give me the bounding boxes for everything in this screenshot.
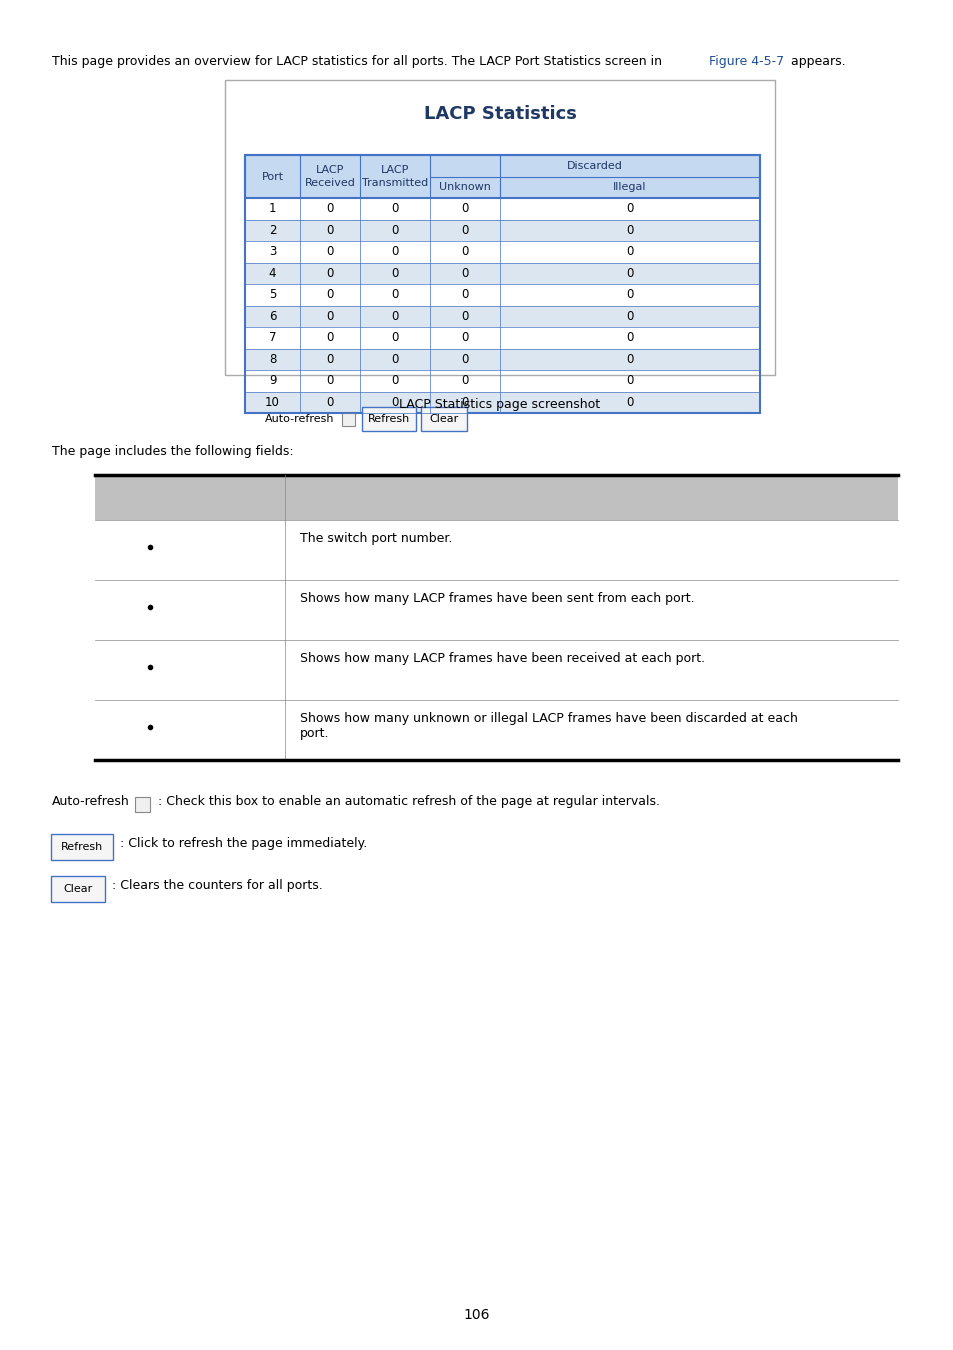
Text: 0: 0 [326, 331, 334, 344]
FancyBboxPatch shape [420, 406, 467, 431]
Text: 0: 0 [326, 352, 334, 366]
Text: 0: 0 [626, 246, 633, 258]
Text: 10: 10 [265, 396, 279, 409]
Text: 0: 0 [391, 202, 398, 215]
Text: 0: 0 [326, 246, 334, 258]
Text: 0: 0 [626, 202, 633, 215]
Text: Discarded: Discarded [566, 161, 622, 170]
Text: Clear: Clear [63, 884, 92, 894]
Text: Auto-refresh: Auto-refresh [265, 414, 335, 424]
Text: 0: 0 [626, 331, 633, 344]
Text: LACP Statistics page screenshot: LACP Statistics page screenshot [399, 398, 600, 410]
Text: Refresh: Refresh [368, 414, 410, 424]
Text: 0: 0 [461, 396, 468, 409]
FancyBboxPatch shape [51, 834, 112, 860]
Text: LACP
Transmitted: LACP Transmitted [361, 165, 428, 188]
Text: Unknown: Unknown [438, 182, 491, 192]
Text: 4: 4 [269, 267, 276, 279]
Text: Port: Port [261, 171, 283, 181]
Text: 0: 0 [326, 396, 334, 409]
Text: 0: 0 [461, 331, 468, 344]
Text: 0: 0 [626, 374, 633, 387]
FancyBboxPatch shape [245, 305, 760, 327]
Text: 0: 0 [391, 352, 398, 366]
Text: 0: 0 [461, 352, 468, 366]
Text: 0: 0 [326, 309, 334, 323]
Text: 0: 0 [461, 309, 468, 323]
Text: 0: 0 [391, 267, 398, 279]
FancyBboxPatch shape [51, 876, 105, 902]
Text: Figure 4-5-7: Figure 4-5-7 [708, 55, 782, 68]
Text: 0: 0 [326, 224, 334, 236]
Text: This page provides an overview for LACP statistics for all ports. The LACP Port : This page provides an overview for LACP … [52, 55, 665, 68]
Text: : Click to refresh the page immediately.: : Click to refresh the page immediately. [120, 837, 367, 850]
Text: Shows how many LACP frames have been sent from each port.: Shows how many LACP frames have been sen… [299, 593, 694, 605]
Text: 0: 0 [461, 374, 468, 387]
Text: Shows how many LACP frames have been received at each port.: Shows how many LACP frames have been rec… [299, 652, 704, 666]
Text: 0: 0 [391, 309, 398, 323]
Text: Shows how many unknown or illegal LACP frames have been discarded at each
port.: Shows how many unknown or illegal LACP f… [299, 711, 797, 740]
Text: 1: 1 [269, 202, 276, 215]
Text: 0: 0 [626, 224, 633, 236]
Text: 0: 0 [461, 246, 468, 258]
Text: 2: 2 [269, 224, 276, 236]
Text: Clear: Clear [429, 414, 458, 424]
FancyBboxPatch shape [245, 348, 760, 370]
Text: 0: 0 [626, 396, 633, 409]
Text: 0: 0 [626, 267, 633, 279]
Text: LACP Statistics: LACP Statistics [423, 105, 576, 123]
Text: Illegal: Illegal [613, 182, 646, 192]
Text: 0: 0 [326, 202, 334, 215]
Text: 0: 0 [391, 374, 398, 387]
FancyBboxPatch shape [135, 798, 150, 813]
Text: The switch port number.: The switch port number. [299, 532, 452, 545]
Text: : Clears the counters for all ports.: : Clears the counters for all ports. [112, 879, 322, 892]
FancyBboxPatch shape [225, 80, 774, 375]
Text: 9: 9 [269, 374, 276, 387]
FancyBboxPatch shape [245, 262, 760, 284]
Text: 5: 5 [269, 289, 276, 301]
Text: 0: 0 [626, 289, 633, 301]
Text: 3: 3 [269, 246, 276, 258]
Text: 0: 0 [391, 289, 398, 301]
FancyBboxPatch shape [341, 413, 355, 427]
FancyBboxPatch shape [245, 220, 760, 242]
Text: The page includes the following fields:: The page includes the following fields: [52, 446, 294, 458]
Text: 0: 0 [391, 224, 398, 236]
Text: : Check this box to enable an automatic refresh of the page at regular intervals: : Check this box to enable an automatic … [158, 795, 659, 809]
FancyBboxPatch shape [245, 155, 760, 198]
Text: 0: 0 [326, 267, 334, 279]
Text: 0: 0 [461, 289, 468, 301]
FancyBboxPatch shape [245, 392, 760, 413]
Text: Auto-refresh: Auto-refresh [52, 795, 130, 809]
Text: 0: 0 [626, 309, 633, 323]
Text: 7: 7 [269, 331, 276, 344]
FancyBboxPatch shape [95, 475, 897, 520]
Text: 0: 0 [326, 289, 334, 301]
Text: 0: 0 [626, 352, 633, 366]
Text: appears.: appears. [785, 55, 844, 68]
Text: 0: 0 [391, 246, 398, 258]
Text: 6: 6 [269, 309, 276, 323]
Text: LACP
Received: LACP Received [304, 165, 355, 188]
Text: 0: 0 [326, 374, 334, 387]
Text: 0: 0 [461, 224, 468, 236]
Text: 8: 8 [269, 352, 276, 366]
FancyBboxPatch shape [361, 406, 416, 431]
Text: 106: 106 [463, 1308, 490, 1322]
Text: 0: 0 [461, 202, 468, 215]
Text: 0: 0 [391, 396, 398, 409]
Text: 0: 0 [461, 267, 468, 279]
Text: Refresh: Refresh [61, 842, 103, 852]
Text: 0: 0 [391, 331, 398, 344]
